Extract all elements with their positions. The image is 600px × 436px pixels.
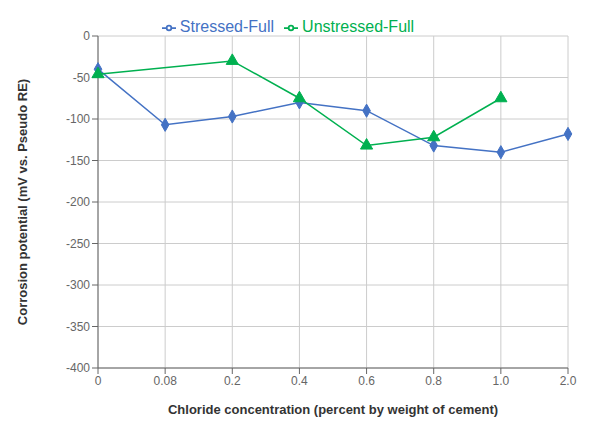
svg-text:0.6: 0.6 bbox=[358, 374, 375, 388]
svg-text:-100: -100 bbox=[66, 112, 90, 126]
svg-text:-300: -300 bbox=[66, 278, 90, 292]
svg-text:0: 0 bbox=[83, 29, 90, 43]
svg-text:0.8: 0.8 bbox=[425, 374, 442, 388]
html-text:Stressed-Full: Stressed-Full bbox=[179, 18, 275, 35]
svg-text:2.0: 2.0 bbox=[560, 374, 577, 388]
svg-text:-200: -200 bbox=[66, 195, 90, 209]
svg-text:0.4: 0.4 bbox=[291, 374, 308, 388]
svg-text:-250: -250 bbox=[66, 237, 90, 251]
svg-text:Corrosion potential (mV vs. Ps: Corrosion potential (mV vs. Pseudo RE) bbox=[15, 79, 30, 325]
svg-text:0.2: 0.2 bbox=[224, 374, 241, 388]
svg-text:-150: -150 bbox=[66, 154, 90, 168]
html-text:Unstressed-Full: Unstressed-Full bbox=[302, 18, 415, 35]
svg-text:-50: -50 bbox=[73, 71, 91, 85]
svg-text:0.08: 0.08 bbox=[153, 374, 177, 388]
svg-text:1.0: 1.0 bbox=[493, 374, 510, 388]
svg-text:-400: -400 bbox=[66, 361, 90, 375]
svg-text:Chloride concentration (percen: Chloride concentration (percent by weigh… bbox=[168, 402, 498, 417]
svg-text:0: 0 bbox=[95, 374, 102, 388]
svg-text:-350: -350 bbox=[66, 320, 90, 334]
